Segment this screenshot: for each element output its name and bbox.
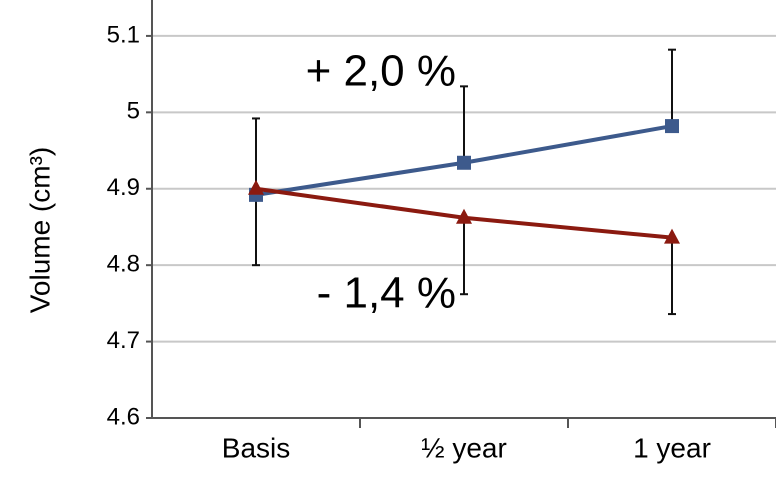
y-tick-label: 4.7	[107, 327, 140, 354]
x-tick-label: 1 year	[633, 432, 711, 463]
marker	[665, 119, 679, 134]
x-tick-label: Basis	[222, 432, 290, 463]
marker	[664, 228, 680, 244]
marker	[248, 179, 264, 195]
y-tick-label: 5	[127, 98, 140, 125]
marker	[456, 208, 472, 224]
y-tick-label: 4.9	[107, 174, 140, 201]
y-tick-label: 4.8	[107, 251, 140, 278]
y-tick-label: 4.6	[107, 403, 140, 430]
y-axis-label: Volume (cm³)	[24, 147, 55, 313]
annotation: + 2,0 %	[306, 47, 456, 96]
x-tick-label: ½ year	[421, 432, 507, 463]
annotation: - 1,4 %	[317, 268, 456, 317]
y-tick-label: 5.1	[107, 21, 140, 48]
marker	[457, 155, 471, 170]
